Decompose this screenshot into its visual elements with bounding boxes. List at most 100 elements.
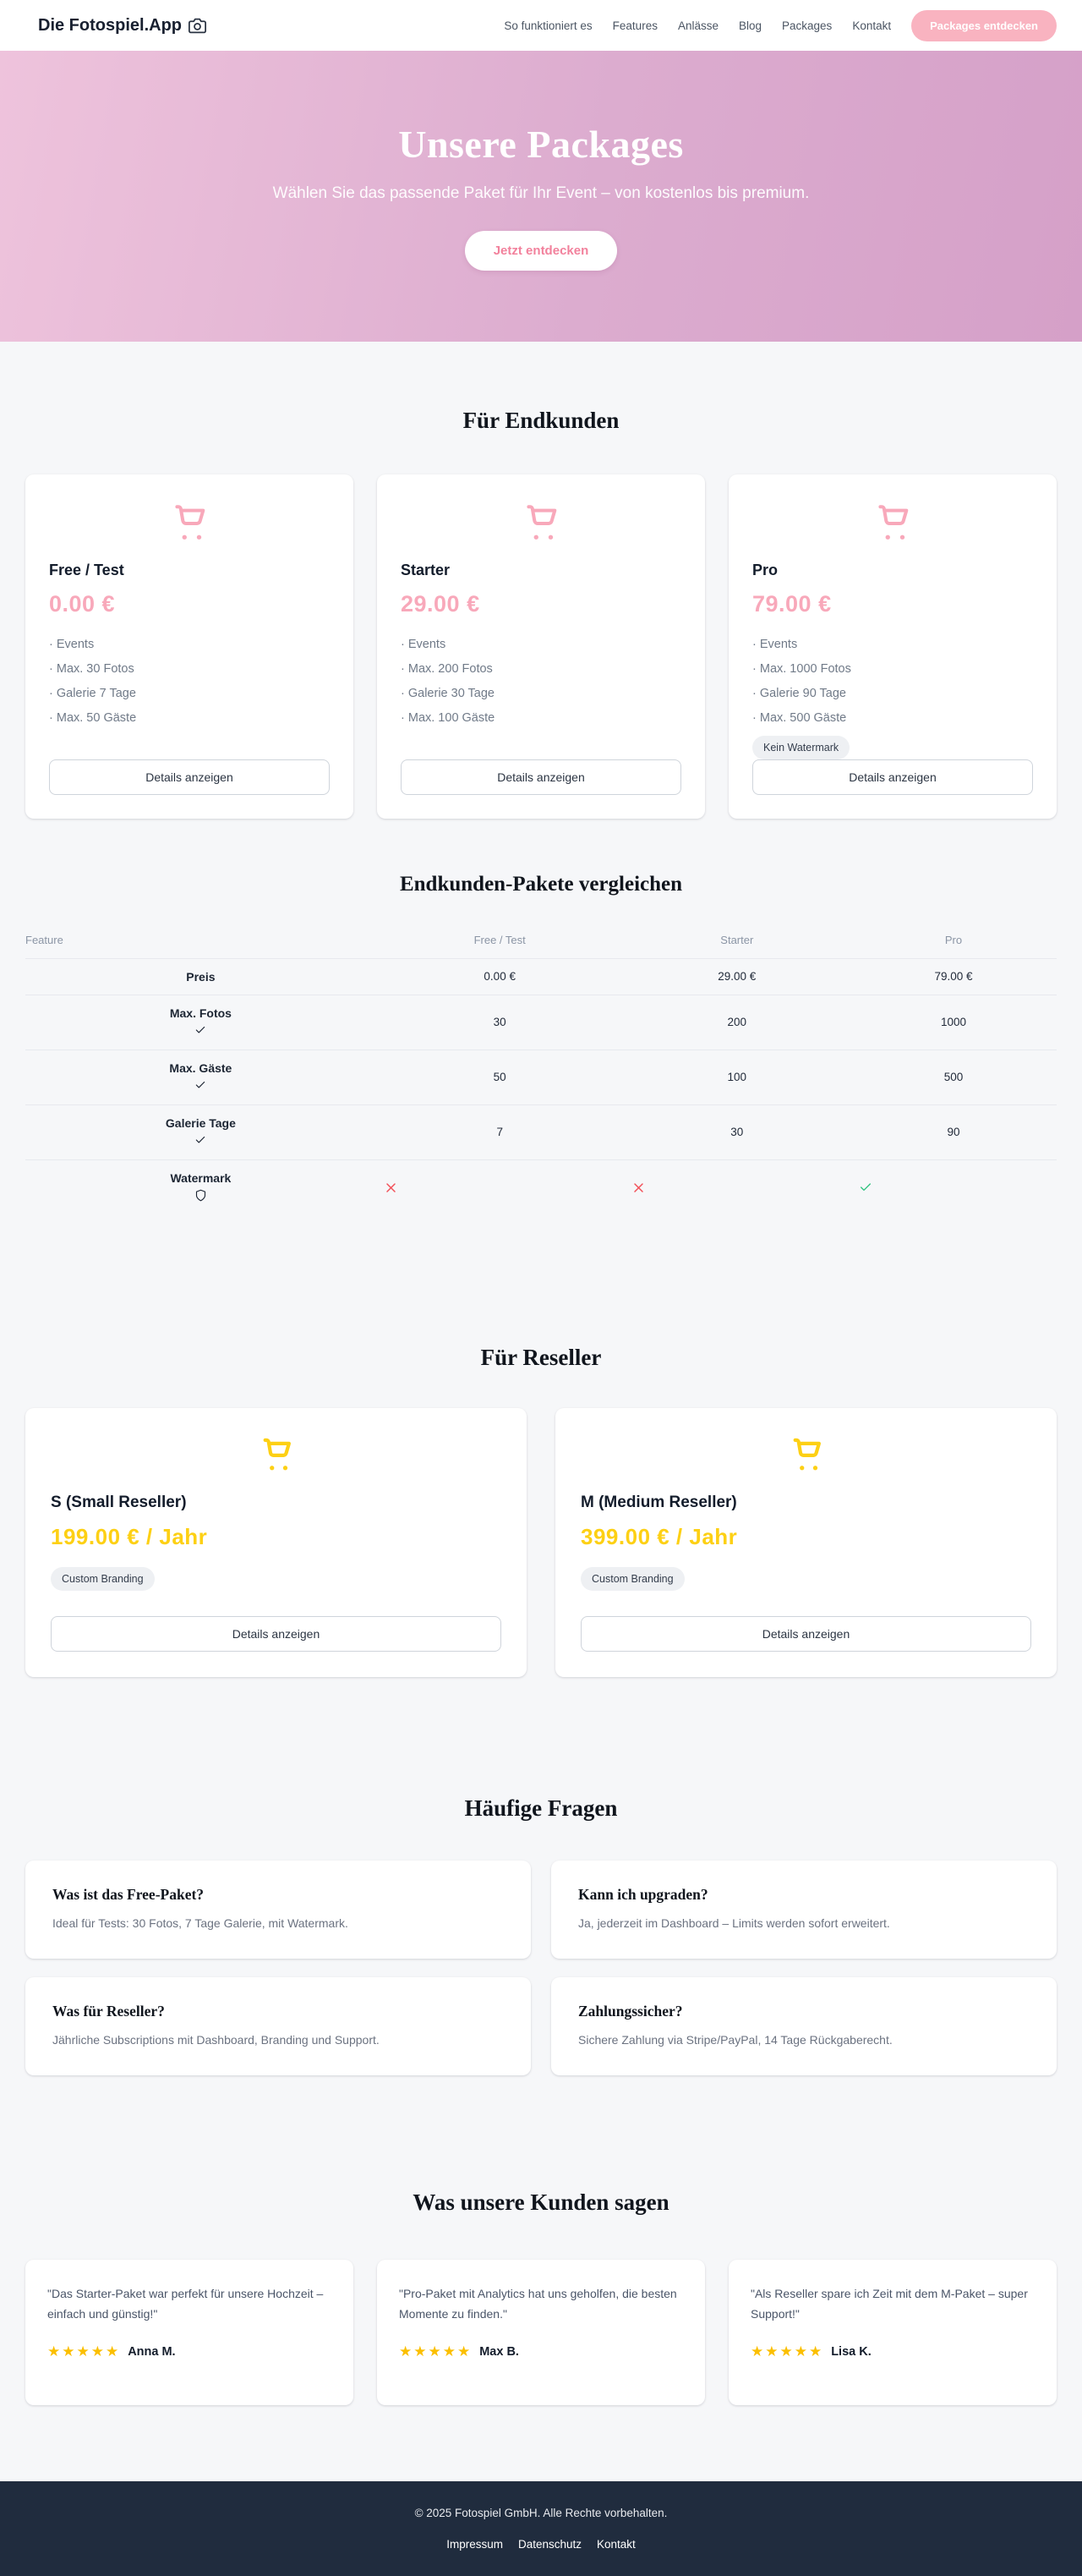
- feature-list: Events Max. 200 Fotos Galerie 30 Tage Ma…: [401, 633, 681, 731]
- customer-name: Lisa K.: [831, 2344, 872, 2359]
- footer-link-impressum[interactable]: Impressum: [446, 2537, 503, 2551]
- table-cell: 29.00 €: [623, 958, 850, 995]
- cross-icon: [633, 1182, 643, 1192]
- camera-icon: [189, 17, 206, 35]
- table-cell: 500: [850, 1050, 1057, 1105]
- faq-card: Zahlungssicher? Sichere Zahlung via Stri…: [551, 1976, 1057, 2075]
- table-cell-watermark-free: [376, 1159, 624, 1226]
- table-row-max-fotos: Max. Fotos 30 200 1000: [25, 995, 1057, 1050]
- details-anzeigen-button[interactable]: Details anzeigen: [581, 1615, 1031, 1652]
- copyright-text: © 2025 Fotospiel GmbH. Alle Rechte vorbe…: [414, 2506, 668, 2519]
- nav-item-blog[interactable]: Blog: [738, 19, 762, 32]
- table-cell: 30: [375, 995, 624, 1050]
- shield-icon: [25, 1189, 376, 1204]
- testimonials-heading: Was unsere Kunden sagen: [413, 2189, 669, 2215]
- nav-item-packages[interactable]: Packages: [782, 19, 833, 32]
- testimonial-card: "Pro-Paket mit Analytics hat uns geholfe…: [377, 2259, 705, 2405]
- card-title: S (Small Reseller): [51, 1493, 187, 1511]
- faq-answer: Jährliche Subscriptions mit Dashboard, B…: [52, 2032, 380, 2047]
- feature-item: Max. 50 Gäste: [49, 706, 330, 731]
- feature-item: Galerie 30 Tage: [401, 682, 681, 706]
- footer-link-kontakt[interactable]: Kontakt: [597, 2537, 636, 2551]
- cart-icon: [401, 503, 681, 546]
- testimonial-quote: "Pro-Paket mit Analytics hat uns geholfe…: [399, 2286, 677, 2321]
- table-cell-watermark-pro: [850, 1159, 1057, 1226]
- pricing-card-pro: Pro 79.00 € Events Max. 1000 Fotos Galer…: [729, 474, 1057, 819]
- nav-item-so-funktioniert-es[interactable]: So funktioniert es: [504, 19, 593, 32]
- faq-answer: Ideal für Tests: 30 Fotos, 7 Tage Galeri…: [52, 1916, 348, 1930]
- feature-list: Events Max. 1000 Fotos Galerie 90 Tage M…: [752, 633, 1033, 731]
- feature-item: Max. 100 Gäste: [401, 706, 681, 731]
- testimonial-grid: "Das Starter-Paket war perfekt für unser…: [25, 2259, 1057, 2405]
- column-header-feature: Feature: [25, 918, 376, 959]
- details-anzeigen-button[interactable]: Details anzeigen: [51, 1615, 501, 1652]
- endkunden-section: Für Endkunden Free / Test 0.00 € Events …: [0, 342, 1082, 819]
- table-cell: 1000: [850, 995, 1057, 1050]
- comparison-heading: Endkunden-Pakete vergleichen: [399, 872, 683, 896]
- customer-name: Max B.: [479, 2344, 519, 2359]
- card-title: Pro: [752, 561, 779, 578]
- faq-question: Was ist das Free-Paket?: [52, 1885, 205, 1903]
- star-rating: ★★★★★: [751, 2343, 824, 2360]
- pricing-card-free-test: Free / Test 0.00 € Events Max. 30 Fotos …: [25, 474, 353, 819]
- testimonial-card: "Als Reseller spare ich Zeit mit dem M-P…: [729, 2259, 1057, 2405]
- card-title: Free / Test: [49, 561, 124, 578]
- column-header-pro: Pro: [850, 918, 1057, 959]
- nav-item-kontakt[interactable]: Kontakt: [852, 19, 892, 32]
- endkunden-card-grid: Free / Test 0.00 € Events Max. 30 Fotos …: [25, 474, 1057, 819]
- feature-item: Events: [49, 633, 330, 657]
- hero-title: Unsere Packages: [398, 123, 684, 166]
- site-logo-text: Die Fotospiel.App: [38, 15, 182, 35]
- table-cell: 200: [623, 995, 850, 1050]
- card-price: 0.00 €: [49, 590, 116, 617]
- jetzt-entdecken-button[interactable]: Jetzt entdecken: [464, 230, 618, 271]
- faq-grid: Was ist das Free-Paket? Ideal für Tests:…: [25, 1860, 1057, 2075]
- card-price: 199.00 € / Jahr: [51, 1523, 208, 1549]
- reseller-section: Für Reseller S (Small Reseller) 199.00 €…: [0, 1226, 1082, 1677]
- feature-item: Events: [752, 633, 1033, 657]
- table-row-watermark: Watermark: [25, 1159, 1057, 1226]
- table-cell: 79.00 €: [850, 958, 1057, 995]
- feature-label: Max. Gäste: [169, 1061, 232, 1075]
- feature-label: Preis: [186, 969, 216, 984]
- faq-answer: Sichere Zahlung via Stripe/PayPal, 14 Ta…: [578, 2032, 893, 2047]
- table-cell: 100: [623, 1050, 850, 1105]
- cart-icon: [51, 1437, 501, 1477]
- details-anzeigen-button[interactable]: Details anzeigen: [49, 759, 330, 795]
- feature-item: Events: [401, 633, 681, 657]
- feature-item: Galerie 7 Tage: [49, 682, 330, 706]
- check-icon: [25, 1024, 376, 1039]
- cart-icon: [752, 503, 1033, 546]
- nav-item-anlaesse[interactable]: Anlässe: [677, 19, 719, 32]
- column-header-free-test: Free / Test: [375, 918, 624, 959]
- hero-section: Unsere Packages Wählen Sie das passende …: [0, 51, 1082, 342]
- details-anzeigen-button[interactable]: Details anzeigen: [401, 759, 681, 795]
- hero-subtitle: Wählen Sie das passende Paket für Ihr Ev…: [272, 184, 810, 202]
- reseller-heading: Für Reseller: [480, 1344, 602, 1370]
- faq-heading: Häufige Fragen: [464, 1795, 618, 1821]
- packages-entdecken-button[interactable]: Packages entdecken: [911, 9, 1057, 41]
- faq-card: Kann ich upgraden? Ja, jederzeit im Dash…: [551, 1860, 1057, 1959]
- table-cell-watermark-starter: [624, 1159, 850, 1226]
- table-header-row: Feature Free / Test Starter Pro: [25, 918, 1057, 959]
- card-title: Starter: [401, 561, 451, 578]
- pricing-card-starter: Starter 29.00 € Events Max. 200 Fotos Ga…: [377, 474, 705, 819]
- check-icon: [860, 1183, 871, 1192]
- feature-item: Max. 500 Gäste: [752, 706, 1033, 731]
- faq-card: Was für Reseller? Jährliche Subscription…: [25, 1976, 531, 2075]
- feature-item: Max. 30 Fotos: [49, 657, 330, 682]
- details-anzeigen-button[interactable]: Details anzeigen: [752, 759, 1033, 795]
- nav-item-features[interactable]: Features: [612, 19, 658, 32]
- check-icon: [25, 1134, 376, 1148]
- faq-question: Kann ich upgraden?: [578, 1885, 708, 1903]
- table-cell: 90: [850, 1104, 1057, 1160]
- faq-card: Was ist das Free-Paket? Ideal für Tests:…: [25, 1860, 531, 1959]
- custom-branding-badge: Custom Branding: [51, 1566, 155, 1591]
- footer-link-datenschutz[interactable]: Datenschutz: [517, 2537, 582, 2551]
- custom-branding-badge: Custom Branding: [581, 1566, 685, 1591]
- site-logo[interactable]: Die Fotospiel.App: [38, 16, 206, 36]
- star-rating: ★★★★★: [47, 2343, 121, 2360]
- reseller-card-small: S (Small Reseller) 199.00 € / Jahr Custo…: [25, 1407, 527, 1677]
- table-row-preis: Preis 0.00 € 29.00 € 79.00 €: [25, 958, 1057, 995]
- card-price: 29.00 €: [401, 590, 480, 617]
